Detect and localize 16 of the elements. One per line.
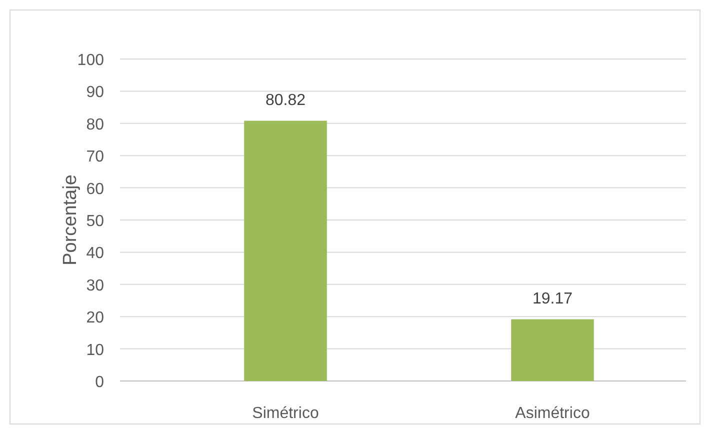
y-tick-label: 10: [86, 342, 104, 359]
data-label: 19.17: [532, 290, 573, 308]
y-tick-label: 50: [86, 213, 104, 230]
y-tick-label: 80: [86, 116, 104, 134]
y-tick-label: 60: [86, 180, 104, 198]
x-tick-label: Asimétrico: [515, 405, 590, 422]
y-tick-label: 90: [86, 84, 104, 102]
y-axis-title: Porcentaje: [60, 174, 81, 266]
x-tick-label: Simétrico: [252, 405, 319, 422]
y-tick-label: 30: [86, 277, 104, 294]
y-tick-label: 20: [86, 310, 104, 327]
y-tick-label: 0: [95, 374, 104, 391]
y-tick-label: 70: [86, 148, 104, 166]
y-tick-label: 100: [77, 52, 104, 69]
data-label: 80.82: [265, 92, 306, 109]
y-tick-label: 40: [86, 245, 104, 262]
